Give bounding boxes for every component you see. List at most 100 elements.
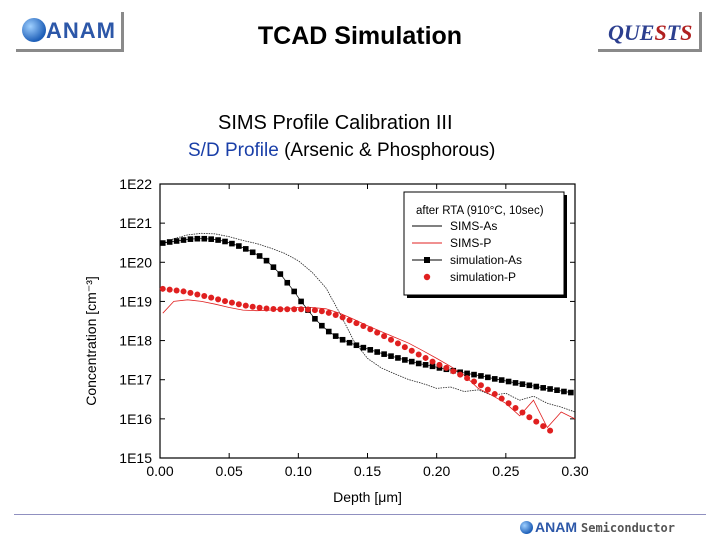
y-axis-label: Concentration [cm⁻³]: [83, 276, 99, 406]
simulation-p-marker: [270, 306, 277, 313]
simulation-as-marker: [471, 371, 477, 378]
simulation-as-marker: [415, 360, 422, 367]
simulation-as-marker: [332, 333, 339, 339]
simulation-p-marker: [284, 306, 291, 313]
simulation-p-marker: [228, 299, 235, 306]
simulation-as-marker: [408, 358, 415, 365]
x-axis-label: Depth [μm]: [333, 489, 402, 505]
simulation-as-marker: [422, 362, 429, 368]
simulation-p-marker: [256, 304, 263, 311]
anam-logo-text: ANAM: [46, 18, 116, 43]
simulation-p-marker: [374, 329, 381, 336]
simulation-p-marker: [173, 287, 180, 294]
simulation-p-marker: [298, 306, 305, 313]
simulation-as-marker: [568, 389, 574, 396]
y-tick-label: 1E16: [119, 411, 152, 427]
simulation-as-marker: [519, 381, 526, 387]
legend-marker-simulation-p: [423, 273, 431, 281]
simulation-p-marker: [215, 296, 222, 303]
simulation-p-marker: [394, 340, 401, 347]
simulation-as-marker: [194, 235, 201, 242]
simulation-as-marker: [554, 387, 560, 393]
simulation-p-marker: [498, 395, 505, 402]
legend-title: after RTA (910°C, 10sec): [416, 205, 544, 217]
simulation-as-marker: [242, 246, 249, 252]
simulation-as-marker: [187, 236, 194, 242]
simulation-as-marker: [270, 264, 277, 270]
subheading-rest: (Arsenic & Phosphorous): [278, 140, 496, 161]
simulation-p-marker: [318, 308, 325, 315]
simulation-p-marker: [457, 371, 464, 378]
x-tick-label: 0.25: [492, 463, 519, 479]
globe-icon: [520, 521, 533, 534]
simulation-p-marker: [471, 378, 478, 385]
simulation-as-marker: [229, 240, 235, 247]
y-tick-label: 1E17: [119, 372, 152, 388]
legend-label: SIMS-As: [450, 219, 497, 233]
simulation-as-marker: [436, 365, 443, 371]
simulation-p-marker: [526, 414, 533, 421]
globe-icon: [22, 18, 46, 42]
simulation-p-marker: [429, 358, 436, 365]
simulation-as-marker: [346, 339, 353, 346]
simulation-as-marker: [208, 236, 214, 242]
simulation-p-marker: [222, 298, 229, 305]
simulation-p-marker: [263, 305, 270, 312]
chart-heading: SIMS Profile Calibration III: [218, 112, 453, 134]
simulation-as-marker: [547, 386, 553, 392]
footer-divider: [14, 514, 706, 515]
simulation-p-marker: [305, 306, 312, 313]
simulation-p-marker: [242, 302, 249, 309]
simulation-as-marker: [367, 347, 374, 353]
simulation-p-marker: [201, 292, 208, 299]
simulation-p-marker: [388, 336, 395, 343]
y-tick-label: 1E20: [119, 254, 152, 270]
simulation-as-marker: [388, 353, 394, 359]
simulation-p-marker: [512, 404, 519, 411]
simulation-as-marker: [215, 237, 221, 243]
simulation-p-marker: [408, 347, 415, 354]
simulation-as-marker: [505, 378, 512, 385]
quests-logo-text: QUESTS: [608, 20, 693, 45]
simulation-p-marker: [194, 291, 201, 298]
simulation-p-marker: [235, 301, 242, 308]
simulation-as-marker: [298, 298, 304, 305]
page-title: TCAD Simulation: [257, 22, 463, 50]
simulation-as-marker: [526, 382, 533, 389]
y-tick-label: 1E19: [119, 293, 152, 309]
simulation-as-marker: [312, 315, 318, 322]
simulation-as-marker: [319, 322, 325, 329]
series-sims-as-line: [162, 232, 576, 413]
y-tick-label: 1E21: [119, 215, 152, 231]
chart-subheading: S/D Profile (Arsenic & Phosphorous): [188, 140, 495, 162]
legend-marker-simulation-as: [424, 257, 430, 263]
legend-label: simulation-As: [450, 253, 522, 267]
simulation-p-marker: [291, 306, 298, 313]
x-tick-label: 0.05: [216, 463, 243, 479]
simulation-as-marker: [180, 237, 187, 243]
simulation-p-marker: [519, 409, 526, 416]
simulation-p-marker: [540, 423, 547, 430]
x-tick-label: 0.30: [561, 463, 588, 479]
anam-logo: ANAM: [16, 12, 124, 52]
simulation-as-marker: [498, 377, 505, 383]
simulation-as-marker: [222, 238, 228, 245]
simulation-p-marker: [180, 288, 187, 295]
x-tick-label: 0.10: [285, 463, 312, 479]
simulation-p-marker: [346, 317, 353, 324]
simulation-p-marker: [249, 303, 256, 310]
simulation-as-marker: [395, 355, 401, 361]
simulation-as-marker: [159, 240, 166, 246]
subheading-colored: S/D Profile: [188, 140, 279, 161]
simulation-p-marker: [166, 286, 173, 293]
simulation-as-marker: [256, 253, 263, 259]
simulation-as-marker: [166, 239, 173, 245]
simulation-p-marker: [484, 386, 491, 393]
y-tick-label: 1E15: [119, 450, 152, 466]
simulation-as-marker: [374, 349, 380, 355]
x-tick-label: 0.15: [354, 463, 381, 479]
y-tick-label: 1E22: [119, 176, 152, 192]
simulation-p-marker: [208, 294, 215, 301]
simulation-p-marker: [436, 361, 443, 368]
